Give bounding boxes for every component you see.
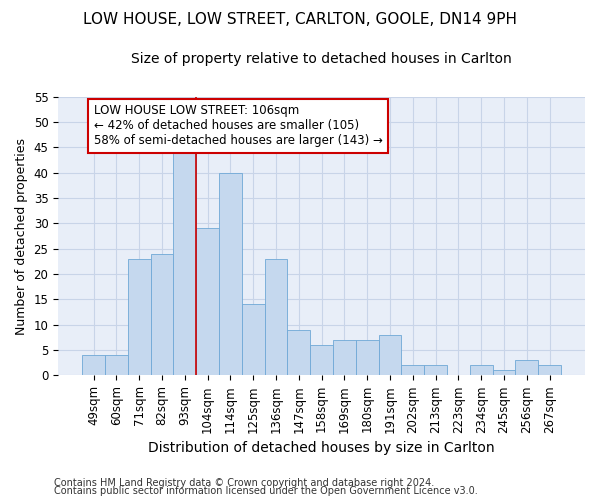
Bar (493, 370, 515, 376)
X-axis label: Distribution of detached houses by size in Carlton: Distribution of detached houses by size … (148, 441, 495, 455)
Bar (356, 340, 379, 376)
Bar (105, 355, 128, 376)
Bar (401, 365, 424, 376)
Title: Size of property relative to detached houses in Carlton: Size of property relative to detached ho… (131, 52, 512, 66)
Bar (219, 173, 242, 376)
Bar (196, 228, 219, 376)
Bar (470, 365, 493, 376)
Text: Contains HM Land Registry data © Crown copyright and database right 2024.: Contains HM Land Registry data © Crown c… (54, 478, 434, 488)
Bar (333, 340, 356, 376)
Text: Contains public sector information licensed under the Open Government Licence v3: Contains public sector information licen… (54, 486, 478, 496)
Bar (538, 365, 561, 376)
Bar (128, 259, 151, 376)
Bar (515, 360, 538, 376)
Y-axis label: Number of detached properties: Number of detached properties (15, 138, 28, 334)
Bar (82, 355, 105, 376)
Bar (173, 142, 196, 376)
Bar (310, 345, 333, 376)
Bar (379, 335, 401, 376)
Bar (151, 254, 173, 376)
Bar (265, 259, 287, 376)
Text: LOW HOUSE, LOW STREET, CARLTON, GOOLE, DN14 9PH: LOW HOUSE, LOW STREET, CARLTON, GOOLE, D… (83, 12, 517, 28)
Bar (242, 304, 265, 376)
Text: LOW HOUSE LOW STREET: 106sqm
← 42% of detached houses are smaller (105)
58% of s: LOW HOUSE LOW STREET: 106sqm ← 42% of de… (94, 104, 382, 148)
Bar (424, 365, 447, 376)
Bar (287, 330, 310, 376)
